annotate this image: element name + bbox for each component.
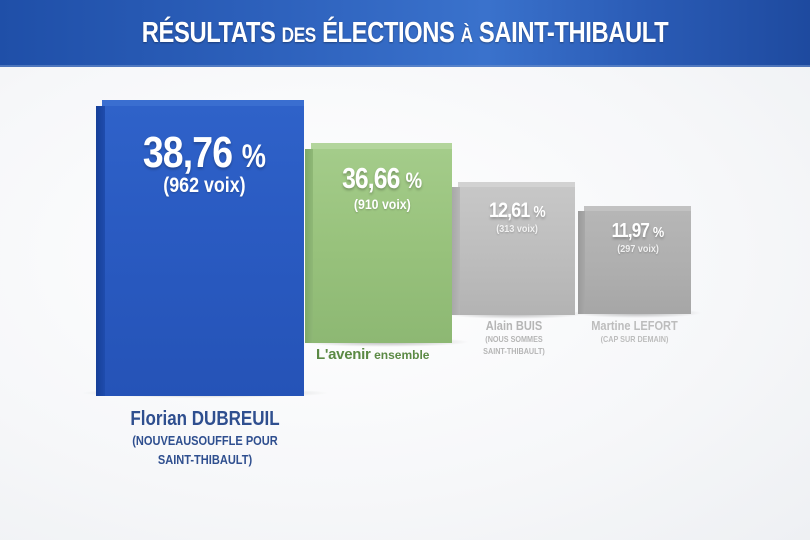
- bar-lefort: 11,97 % (297 voix): [578, 206, 691, 314]
- percent-value: 38,76 %: [143, 128, 266, 178]
- chart-title: RÉSULTATS DES ÉLECTIONS À SAINT-THIBAULT: [141, 17, 669, 50]
- bar-face: 38,76 % (962 voix): [105, 106, 304, 396]
- percent-symbol: %: [405, 168, 423, 193]
- title-banner: RÉSULTATS DES ÉLECTIONS À SAINT-THIBAULT: [0, 0, 810, 67]
- title-word: À: [460, 24, 473, 47]
- title-word: DES: [281, 24, 317, 47]
- bar-side: [305, 149, 313, 343]
- bar-face: 36,66 % (910 voix): [313, 149, 452, 343]
- candidate-label-buis: Alain BUIS (NOUS SOMMES SAINT-THIBAULT): [455, 318, 573, 357]
- percent-number: 11,97: [611, 220, 650, 242]
- bar-avenir-ensemble: 36,66 % (910 voix): [305, 143, 452, 343]
- bar-face: 11,97 % (297 voix): [585, 211, 691, 314]
- percent-number: 36,66: [342, 163, 400, 195]
- bar-side: [578, 211, 585, 314]
- title-word: RÉSULTATS: [141, 17, 276, 49]
- bar-side: [96, 106, 105, 396]
- vote-count: (962 voix): [163, 174, 246, 197]
- candidate-label-dubreuil: Florian DUBREUIL (NOUVEAUSOUFFLE POUR SA…: [100, 408, 310, 469]
- logo-word: ensemble: [374, 348, 430, 362]
- vote-count: (910 voix): [354, 196, 411, 212]
- percent-value: 12,61 %: [489, 199, 546, 223]
- bar-top-edge: [102, 100, 304, 106]
- percent-symbol: %: [533, 204, 546, 221]
- title-word: SAINT-THIBAULT: [478, 17, 669, 49]
- percent-number: 38,76: [142, 128, 233, 177]
- percent-value: 36,66 %: [342, 163, 422, 196]
- party-name: (CAP SUR DEMAIN): [600, 334, 669, 344]
- percent-value: 11,97 %: [612, 220, 665, 243]
- party-name: SAINT-THIBAULT): [483, 346, 545, 356]
- avenir-ensemble-logo: L'avenir ensemble: [316, 346, 456, 363]
- candidate-name: Martine LEFORT: [591, 318, 678, 333]
- candidate-name: Florian DUBREUIL: [130, 408, 280, 430]
- title-word: ÉLECTIONS: [322, 17, 455, 49]
- bar-dubreuil: 38,76 % (962 voix): [96, 100, 304, 396]
- percent-number: 12,61: [489, 199, 530, 222]
- candidate-name: Alain BUIS: [485, 318, 543, 333]
- vote-count: (313 voix): [496, 224, 539, 235]
- bar-top-edge: [584, 206, 691, 211]
- vote-count: (297 voix): [617, 244, 659, 255]
- candidate-label-lefort: Martine LEFORT (CAP SUR DEMAIN): [578, 318, 691, 345]
- bar-top-edge: [458, 182, 575, 187]
- bar-side: [452, 187, 460, 315]
- logo-word: L'avenir: [316, 346, 371, 363]
- party-name: SAINT-THIBAULT): [157, 452, 253, 467]
- bar-face: 12,61 % (313 voix): [460, 187, 575, 315]
- party-name: (NOUS SOMMES: [485, 334, 543, 344]
- percent-symbol: %: [241, 138, 267, 174]
- bar-buis: 12,61 % (313 voix): [452, 182, 575, 315]
- percent-symbol: %: [652, 224, 665, 241]
- party-name: (NOUVEAUSOUFFLE POUR: [132, 433, 278, 448]
- bar-top-edge: [311, 143, 452, 149]
